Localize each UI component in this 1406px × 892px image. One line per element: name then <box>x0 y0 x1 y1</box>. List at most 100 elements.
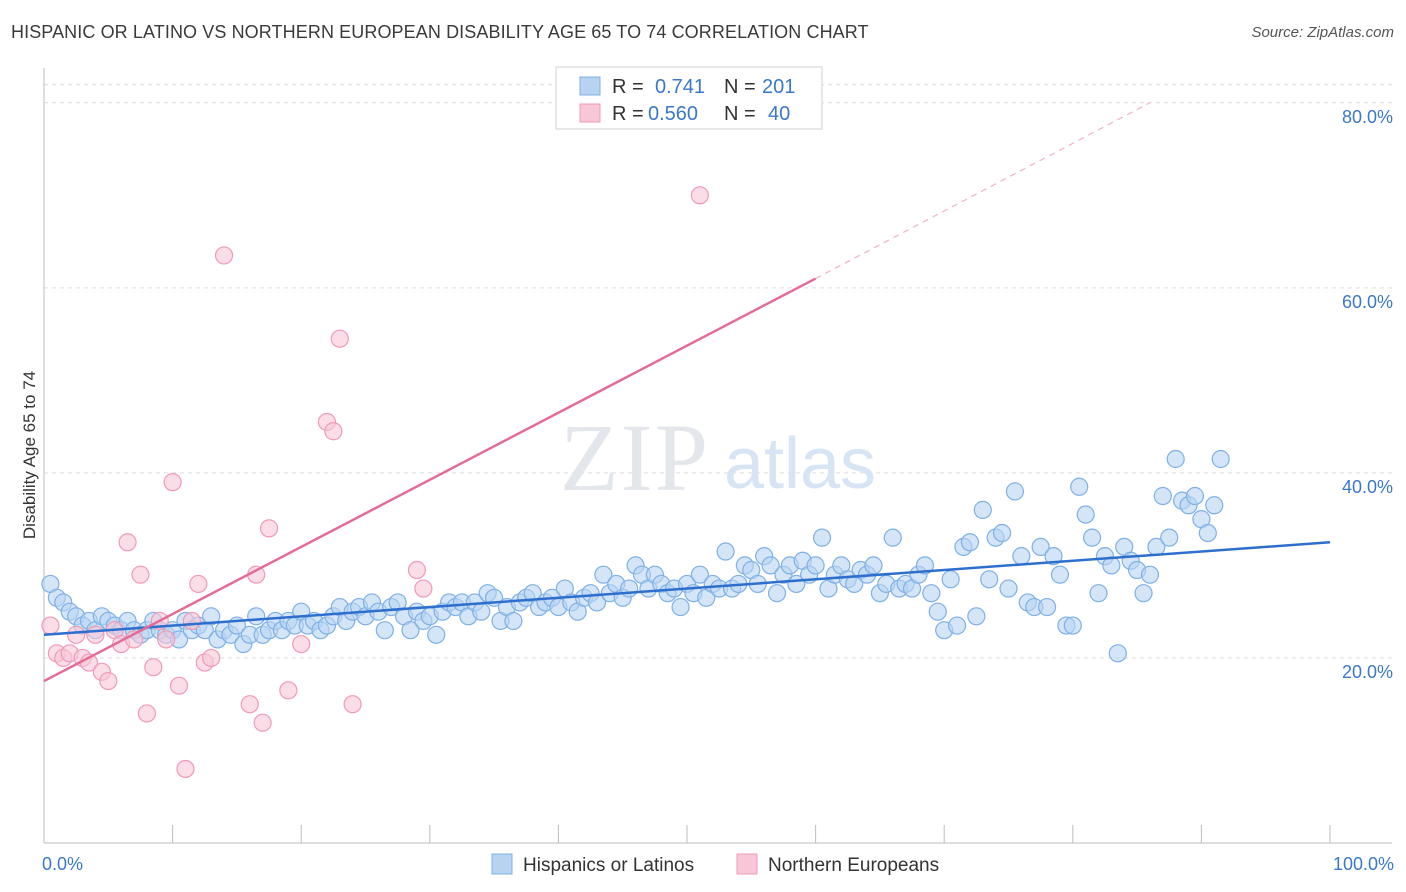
point-northern-26 <box>214 246 234 265</box>
point-northern-0 <box>41 616 60 635</box>
legend-r-label-northern: R = <box>612 103 644 125</box>
point-hispanic-174 <box>1160 528 1179 547</box>
trend-line-northern <box>43 277 817 683</box>
point-hispanic-112 <box>761 556 780 575</box>
point-hispanic-181 <box>1205 496 1224 515</box>
chart-title: HISPANIC OR LATINO VS NORTHERN EUROPEAN … <box>11 22 869 42</box>
legend-n-label-northern: N = <box>724 103 756 125</box>
point-hispanic-101 <box>690 565 709 584</box>
tick-labels: 20.0% 40.0% 60.0% 80.0% 0.0% 100.0% <box>42 107 1394 874</box>
point-hispanic-143 <box>960 533 980 552</box>
point-hispanic-131 <box>883 528 902 547</box>
point-hispanic-180 <box>1198 523 1217 543</box>
point-hispanic-86 <box>594 565 613 584</box>
watermark-zip: ZIP <box>560 404 710 511</box>
point-northern-21 <box>176 759 195 779</box>
trend-line-hispanic <box>43 541 1331 637</box>
bottom-legend-label-hispanic: Hispanics or Latinos <box>523 855 694 876</box>
point-hispanic-145 <box>973 500 992 519</box>
point-northern-19 <box>163 473 182 492</box>
point-hispanic-170 <box>1134 584 1153 603</box>
point-northern-39 <box>690 186 709 205</box>
point-northern-22 <box>182 611 201 631</box>
point-hispanic-166 <box>1108 644 1127 663</box>
bottom-legend: Hispanics or Latinos Northern Europeans <box>491 853 939 876</box>
point-hispanic-148 <box>992 523 1012 543</box>
axes <box>43 68 1392 844</box>
point-hispanic-161 <box>1076 505 1095 524</box>
point-northern-4 <box>67 625 86 644</box>
point-hispanic-150 <box>1005 482 1025 501</box>
point-hispanic-144 <box>967 607 986 626</box>
point-hispanic-156 <box>1044 547 1063 566</box>
trend-lines <box>43 102 1331 683</box>
point-hispanic-178 <box>1185 486 1205 506</box>
point-northern-15 <box>137 704 156 723</box>
point-hispanic-149 <box>999 579 1018 598</box>
bottom-legend-label-northern: Northern Europeans <box>768 855 939 876</box>
point-hispanic-98 <box>671 597 690 617</box>
legend-n-value-northern: 40 <box>768 103 790 125</box>
bottom-legend-swatch-northern <box>736 853 758 875</box>
point-hispanic-32 <box>247 607 266 626</box>
point-hispanic-72 <box>504 611 523 631</box>
point-northern-36 <box>343 695 362 714</box>
point-northern-25 <box>202 648 221 668</box>
point-northern-38 <box>414 579 433 598</box>
watermark: ZIP atlas <box>560 404 876 511</box>
x-tick-label-1: 100.0% <box>1333 854 1394 874</box>
point-hispanic-154 <box>1031 537 1050 557</box>
legend-swatch-northern <box>579 103 601 123</box>
point-hispanic-120 <box>812 528 832 547</box>
x-tick-label-0: 0.0% <box>42 854 83 874</box>
point-hispanic-128 <box>864 556 883 575</box>
point-northern-23 <box>189 574 208 594</box>
point-hispanic-119 <box>806 556 825 575</box>
legend-r-value-northern: 0.560 <box>648 103 698 125</box>
y-tick-label-1: 40.0% <box>1342 477 1393 497</box>
point-northern-34 <box>324 422 343 441</box>
point-hispanic-136 <box>915 556 935 575</box>
point-northern-32 <box>292 634 311 654</box>
point-hispanic-52 <box>375 621 394 640</box>
point-northern-35 <box>330 329 349 348</box>
point-hispanic-162 <box>1082 528 1102 547</box>
legend-r-label-hispanic: R = <box>612 76 644 98</box>
point-hispanic-173 <box>1153 486 1172 506</box>
point-hispanic-155 <box>1037 597 1057 617</box>
point-hispanic-160 <box>1070 477 1089 496</box>
point-northern-9 <box>99 671 118 691</box>
point-northern-14 <box>131 565 150 584</box>
point-hispanic-140 <box>941 570 960 589</box>
point-hispanic-60 <box>427 625 446 644</box>
point-hispanic-151 <box>1012 547 1031 566</box>
y-axis-title: Disability Age 65 to 74 <box>20 371 39 539</box>
bottom-legend-swatch-hispanic <box>491 853 513 875</box>
legend-swatch-hispanic <box>579 76 601 96</box>
point-hispanic-141 <box>947 616 967 635</box>
point-hispanic-175 <box>1166 449 1185 469</box>
point-northern-31 <box>279 681 298 700</box>
point-northern-20 <box>169 676 189 695</box>
point-northern-18 <box>157 630 176 649</box>
point-northern-37 <box>407 560 427 580</box>
trend-line-northern-extension <box>815 102 1151 280</box>
point-hispanic-146 <box>980 570 999 589</box>
point-hispanic-138 <box>928 602 947 621</box>
legend-n-label-hispanic: N = <box>724 76 756 98</box>
point-hispanic-137 <box>922 584 941 603</box>
point-hispanic-163 <box>1089 584 1108 603</box>
point-hispanic-171 <box>1140 565 1160 584</box>
y-tick-label-3: 80.0% <box>1342 107 1393 127</box>
stats-legend: R = 0.741 N = 201 R = 0.560 N = 40 <box>555 66 823 130</box>
legend-r-value-hispanic: 0.741 <box>655 76 705 98</box>
point-hispanic-182 <box>1211 449 1230 469</box>
point-northern-27 <box>240 695 259 714</box>
point-hispanic-159 <box>1063 616 1082 635</box>
legend-n-value-hispanic: 201 <box>762 76 795 98</box>
point-hispanic-25 <box>202 607 221 626</box>
point-hispanic-113 <box>767 584 787 603</box>
point-hispanic-105 <box>716 542 735 561</box>
y-tick-label-2: 60.0% <box>1342 292 1393 312</box>
